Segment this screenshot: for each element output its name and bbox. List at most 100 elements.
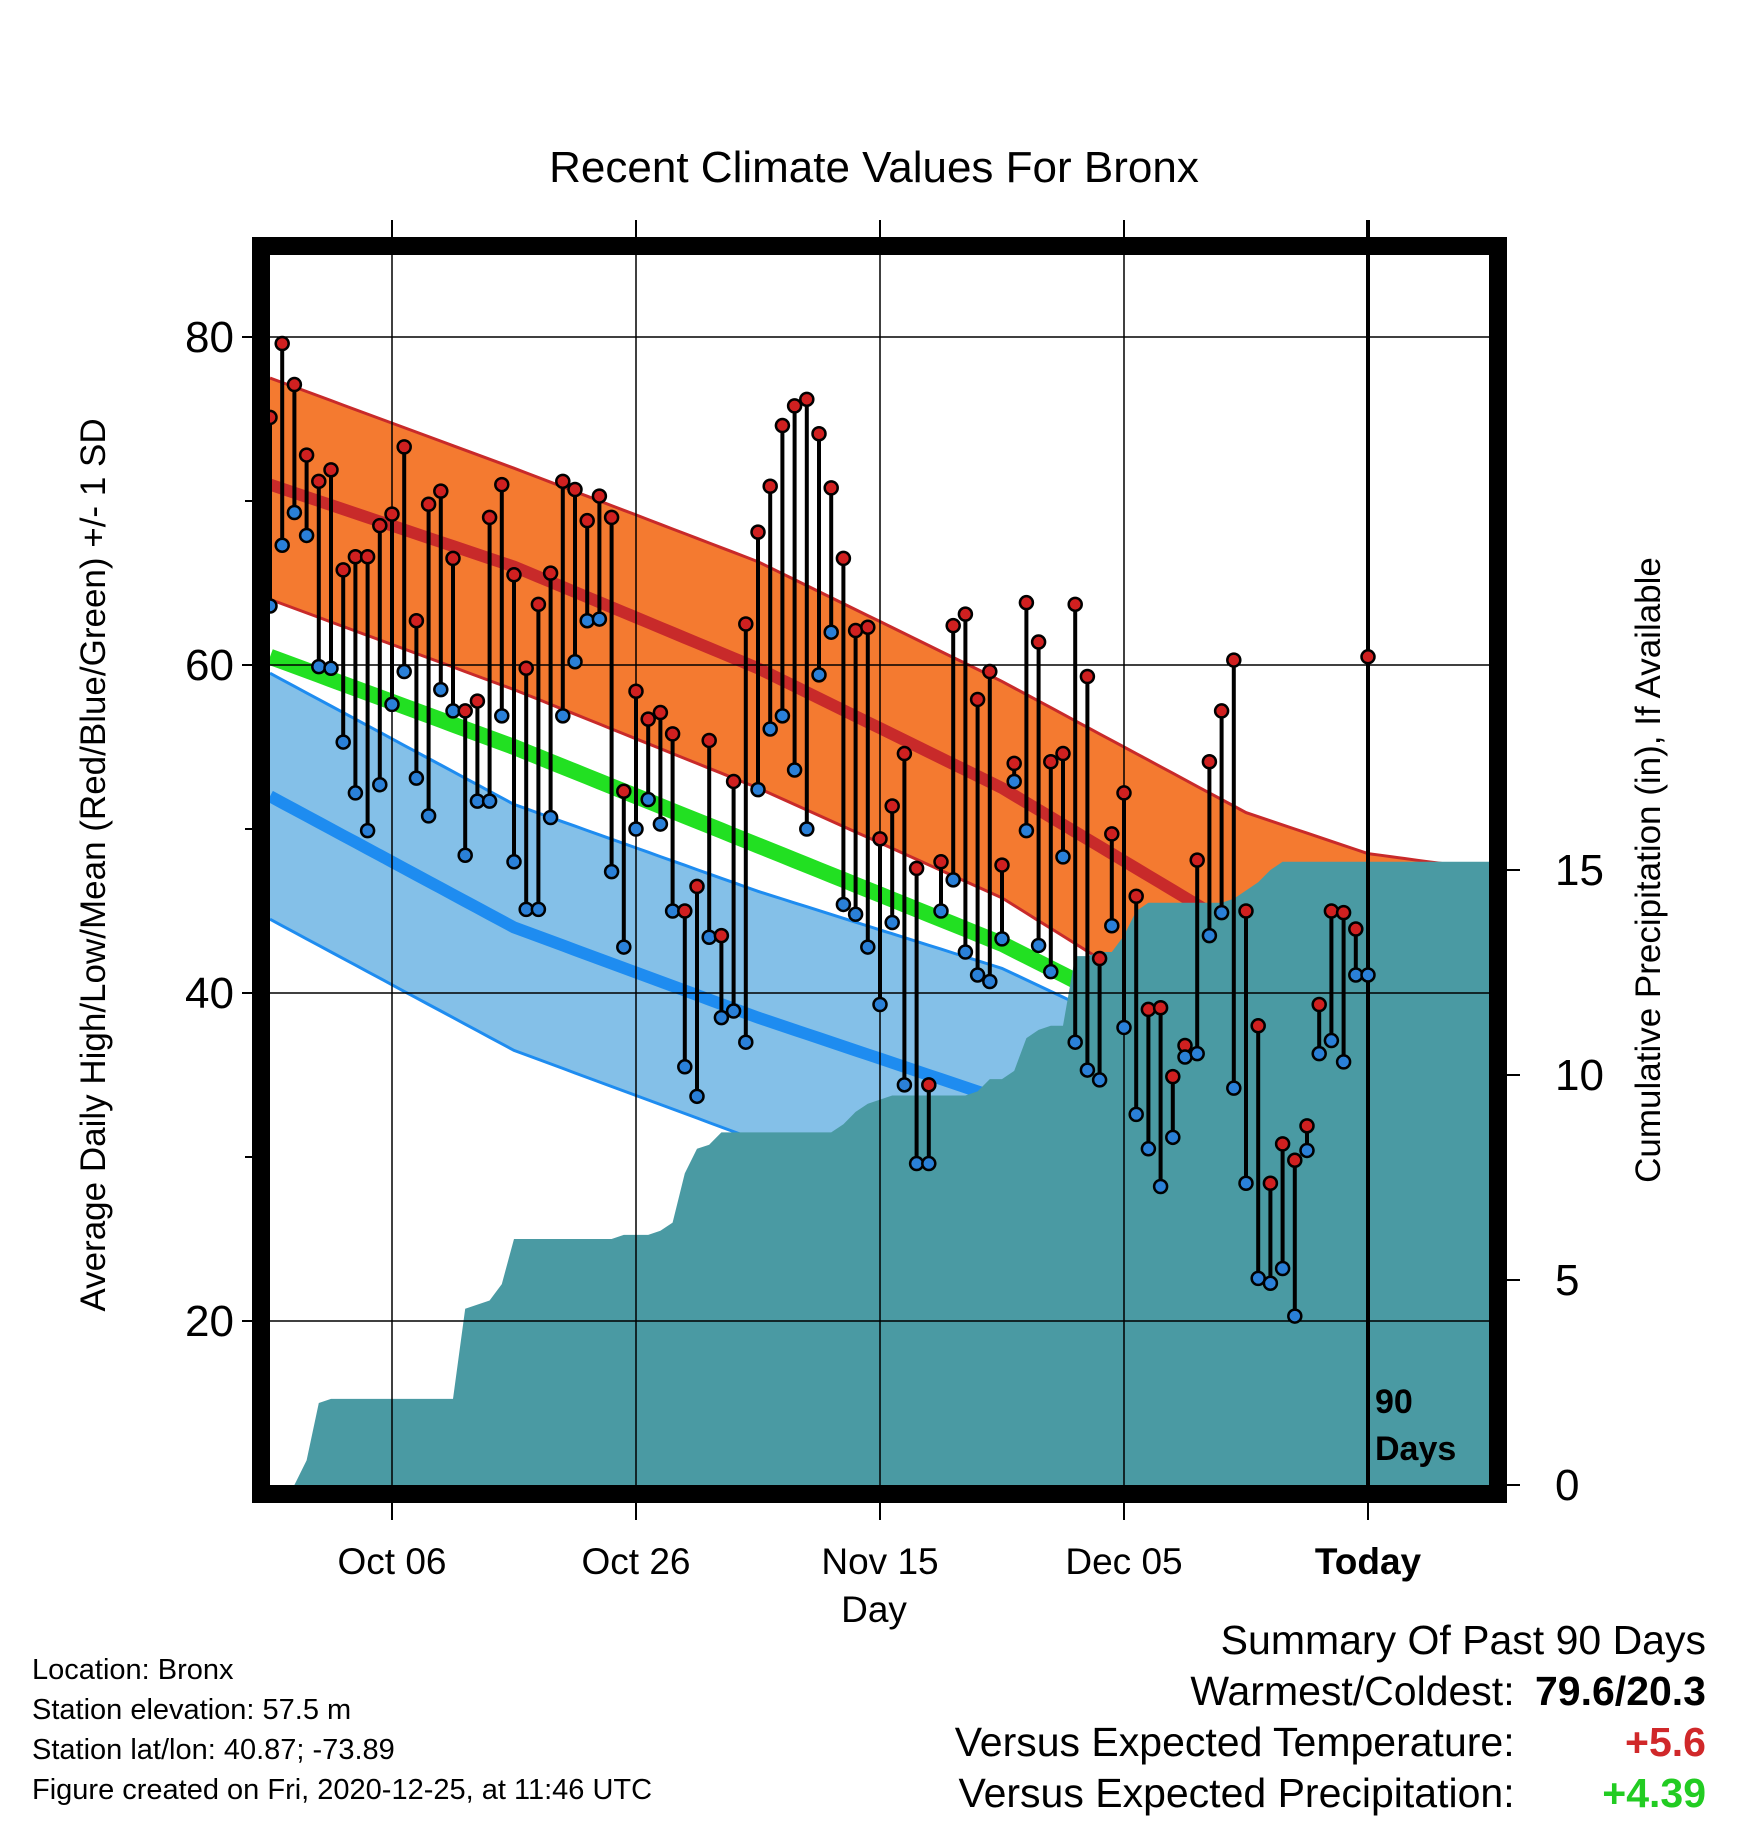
daily-low-point <box>420 808 437 824</box>
x-tick-label: Oct 06 <box>338 1541 447 1582</box>
daily-low-point <box>481 793 498 809</box>
y2-tick-label: 5 <box>1555 1256 1579 1305</box>
x-tick-label: Dec 05 <box>1065 1541 1182 1582</box>
daily-low-point <box>1128 1106 1144 1123</box>
daily-high-point <box>567 481 583 498</box>
daily-high-point <box>457 703 473 719</box>
warmest-label: Warmest/Coldest: <box>1190 1668 1515 1714</box>
daily-low-point <box>384 696 400 713</box>
prcp-anomaly-label: Versus Expected Precipitation: <box>958 1770 1515 1816</box>
daily-high-point <box>530 596 547 613</box>
x-tick-label: Oct 26 <box>582 1541 691 1582</box>
daily-high-point <box>274 335 290 352</box>
daily-high-point <box>738 616 754 632</box>
daily-low-point <box>1140 1141 1157 1157</box>
daily-marks <box>262 335 1376 1324</box>
daily-low-point <box>811 667 827 683</box>
daily-high-point <box>445 550 461 567</box>
x-tick-label: Nov 15 <box>821 1541 938 1582</box>
daily-high-point <box>1311 996 1327 1013</box>
daily-low-point <box>677 1059 693 1075</box>
warmest-value: 79.6/20.3 <box>1535 1668 1706 1714</box>
daily-low-point <box>713 1009 730 1026</box>
daily-low-point <box>1091 1072 1108 1088</box>
daily-high-point <box>1335 904 1352 921</box>
daily-high-point <box>823 480 839 496</box>
daily-high-point <box>689 878 705 895</box>
daily-high-point <box>884 798 900 814</box>
figure-created: Figure created on Fri, 2020-12-25, at 11… <box>32 1774 653 1806</box>
daily-high-point <box>359 549 376 565</box>
daily-low-point <box>762 721 778 737</box>
daily-low-point <box>945 872 961 888</box>
daily-high-point <box>1189 852 1205 868</box>
daily-low-point <box>896 1077 913 1093</box>
daily-high-point <box>1043 754 1059 770</box>
daily-high-point <box>506 567 522 583</box>
plot-frame <box>252 237 1507 1503</box>
daily-low-point <box>1177 1049 1193 1065</box>
daily-high-point <box>713 927 730 944</box>
daily-high-point <box>725 773 742 790</box>
daily-high-point <box>323 462 339 478</box>
today-marker-label-line1: 90 <box>1375 1383 1413 1421</box>
daily-low-point <box>579 612 595 629</box>
daily-low-point <box>982 973 998 990</box>
prcp-anomaly-value: +4.39 <box>1602 1770 1706 1816</box>
daily-low-point <box>396 663 412 680</box>
daily-high-point <box>1006 755 1022 772</box>
station-location: Location: Bronx <box>32 1654 234 1686</box>
daily-low-point <box>567 653 583 670</box>
daily-low-point <box>750 781 766 798</box>
daily-low-point <box>921 1155 937 1172</box>
summary-prcp-row: Versus Expected Precipitation: +4.39 <box>955 1768 1707 1819</box>
daily-high-point <box>677 903 693 919</box>
daily-low-point <box>1238 1175 1254 1191</box>
daily-low-point <box>1262 1275 1279 1292</box>
daily-low-point <box>359 822 376 839</box>
y-axis-label: Average Daily High/Low/Mean (Red/Blue/Gr… <box>74 418 113 1311</box>
station-info: Location: Bronx Station elevation: 57.5 … <box>32 1650 652 1810</box>
daily-low-point <box>933 903 949 919</box>
summary-warmest-row: Warmest/Coldest: 79.6/20.3 <box>955 1666 1706 1717</box>
daily-low-point <box>689 1088 705 1105</box>
daily-high-point <box>945 617 961 634</box>
daily-high-point <box>1152 1000 1169 1016</box>
daily-low-point <box>1043 963 1059 980</box>
daily-high-point <box>335 562 351 578</box>
daily-low-point <box>628 821 644 837</box>
daily-low-point <box>1189 1045 1205 1062</box>
daily-high-point <box>1226 652 1242 668</box>
daily-low-point <box>738 1034 754 1050</box>
daily-low-point <box>640 791 656 808</box>
today-marker-label-line2: Days <box>1375 1430 1456 1468</box>
daily-low-point <box>591 611 608 627</box>
daily-low-point <box>372 776 388 793</box>
daily-low-point <box>1104 918 1120 934</box>
daily-high-point <box>481 509 498 526</box>
daily-low-point <box>872 996 888 1013</box>
daily-low-point <box>323 660 339 677</box>
daily-low-point <box>433 681 449 698</box>
daily-high-point <box>1165 1068 1181 1085</box>
daily-high-point <box>1030 634 1047 650</box>
daily-high-point <box>1287 1152 1303 1169</box>
y-tick-label: 80 <box>185 313 234 362</box>
daily-low-point <box>603 863 620 880</box>
summary-heading: Summary Of Past 90 Days <box>1220 1617 1706 1663</box>
daily-low-point <box>311 658 327 675</box>
daily-low-point <box>994 931 1010 947</box>
y2-axis-label: Cumulative Precipitation (in), If Availa… <box>1629 557 1668 1183</box>
daily-low-point <box>725 1003 742 1019</box>
daily-low-point <box>542 809 559 826</box>
daily-high-point <box>799 391 815 408</box>
daily-low-point <box>408 770 425 786</box>
daily-high-point <box>286 376 303 393</box>
daily-low-point <box>1030 937 1047 954</box>
daily-high-point <box>1079 668 1096 685</box>
daily-high-point <box>1238 903 1254 919</box>
y2-tick-label: 10 <box>1555 1051 1604 1100</box>
daily-high-point <box>518 660 534 677</box>
daily-low-point <box>799 821 815 837</box>
